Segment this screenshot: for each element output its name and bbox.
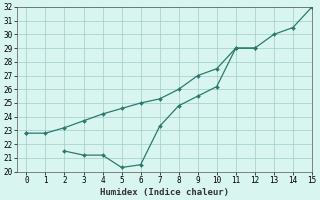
X-axis label: Humidex (Indice chaleur): Humidex (Indice chaleur) [100, 188, 229, 197]
